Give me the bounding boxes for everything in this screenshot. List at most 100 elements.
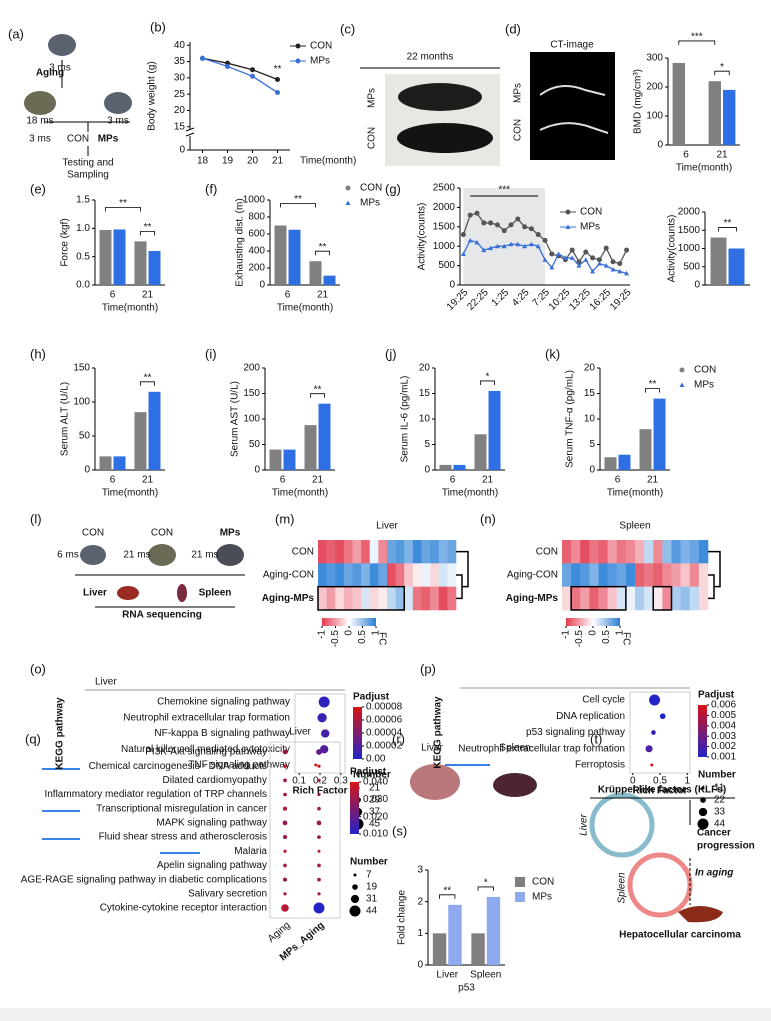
marker bbox=[569, 255, 575, 260]
heat-cell bbox=[689, 586, 700, 611]
y-tick-label: 0.0 bbox=[76, 280, 90, 291]
pathway-label: NF-kappa B signaling pathway bbox=[154, 728, 290, 739]
pathway-label: DNA replication bbox=[556, 711, 625, 722]
y-tick-label: 1 bbox=[417, 928, 423, 939]
heat-cell bbox=[698, 540, 709, 564]
y-tick-label: 300 bbox=[646, 53, 663, 64]
panel-label: (n) bbox=[480, 511, 496, 526]
pathway-label: MAPK signaling pathway bbox=[156, 818, 267, 829]
dot bbox=[317, 835, 321, 839]
dot bbox=[314, 763, 318, 767]
axis-break bbox=[185, 127, 195, 137]
y-tick-label: 0.5 bbox=[76, 251, 90, 262]
panel-label: (g) bbox=[385, 181, 401, 196]
x-tick-label: 18 bbox=[197, 156, 209, 167]
heat-cell bbox=[369, 563, 379, 587]
dot bbox=[313, 902, 325, 914]
x-tick-label: 0.3 bbox=[334, 776, 348, 787]
annotation: ** bbox=[144, 222, 152, 233]
heat-cell bbox=[562, 563, 572, 587]
y-tick-label: 1000 bbox=[243, 195, 266, 206]
y-tick-label: 2500 bbox=[433, 183, 456, 194]
marker bbox=[596, 261, 602, 266]
dot bbox=[283, 892, 287, 896]
heat-cell bbox=[662, 540, 672, 564]
legend-marker bbox=[565, 224, 571, 229]
significance-bracket bbox=[714, 70, 730, 76]
label: Sampling bbox=[67, 170, 109, 181]
y-tick-label: 200 bbox=[248, 263, 265, 274]
marker bbox=[528, 241, 534, 247]
heat-cell bbox=[447, 586, 457, 611]
y-tick-label: 1000 bbox=[433, 241, 456, 252]
panel-label: (a) bbox=[8, 26, 24, 41]
x-tick-label: 1:25 bbox=[490, 287, 512, 309]
heat-cell bbox=[378, 540, 388, 564]
legend-marker bbox=[515, 877, 525, 887]
marker bbox=[250, 67, 255, 73]
dot bbox=[321, 729, 330, 738]
bar bbox=[113, 229, 126, 285]
x-tick-label: 21 bbox=[142, 290, 154, 301]
chord-diagram bbox=[627, 852, 693, 918]
dot bbox=[649, 694, 661, 706]
heat-cell bbox=[404, 586, 414, 611]
legend-marker bbox=[345, 185, 351, 191]
colorbar-label: 1 bbox=[371, 630, 382, 636]
label: Spleen bbox=[617, 872, 628, 904]
heat-cell bbox=[412, 563, 422, 587]
marker bbox=[275, 90, 280, 96]
annotation: ** bbox=[319, 242, 327, 253]
dot bbox=[317, 764, 321, 768]
x-axis-label: Time(month) bbox=[102, 488, 158, 499]
size-legend-label: 33 bbox=[714, 807, 726, 818]
y-tick-label: 0 bbox=[179, 145, 185, 156]
bar bbox=[708, 81, 721, 145]
y-tick-label: 100 bbox=[646, 111, 663, 122]
y-axis-label: Activity(counts) bbox=[417, 203, 428, 271]
colorbar bbox=[322, 618, 376, 626]
y-tick-label: 25 bbox=[174, 89, 186, 100]
colorbar-label: 0.00006 bbox=[366, 715, 403, 726]
y-tick-label: 50 bbox=[249, 439, 261, 450]
bar bbox=[710, 237, 727, 285]
size-legend bbox=[352, 884, 358, 890]
heat-cell bbox=[343, 563, 353, 587]
row-label: CON bbox=[292, 546, 314, 557]
x-tick-label: 10:25 bbox=[547, 287, 573, 313]
bar bbox=[432, 933, 447, 965]
marker bbox=[603, 245, 609, 251]
size-legend-label: 45 bbox=[369, 819, 381, 830]
heat-cell bbox=[580, 563, 590, 587]
legend-marker bbox=[295, 58, 301, 64]
marker bbox=[501, 228, 507, 234]
x-tick-label: 6 bbox=[450, 475, 456, 486]
marker bbox=[569, 247, 575, 253]
size-legend-label: 29 bbox=[369, 795, 381, 806]
marker bbox=[610, 266, 616, 272]
significance-bracket bbox=[140, 230, 155, 236]
heat-cell bbox=[625, 586, 636, 611]
heat-cell bbox=[589, 563, 599, 587]
heat-cell bbox=[653, 540, 663, 564]
marker bbox=[250, 73, 255, 79]
annotation: *** bbox=[691, 32, 703, 43]
heat-cell bbox=[607, 563, 618, 587]
heat-cell bbox=[689, 563, 700, 587]
heat-cell bbox=[430, 540, 440, 564]
y-tick-label: 20 bbox=[584, 363, 596, 374]
bar bbox=[604, 457, 617, 470]
significance-bracket bbox=[105, 207, 141, 212]
panel-label: (k) bbox=[545, 346, 560, 361]
bar bbox=[134, 412, 147, 470]
row-label: Aging-MPs bbox=[262, 593, 315, 604]
panel-label: (l) bbox=[30, 511, 42, 526]
x-tick-label: 6 bbox=[615, 475, 621, 486]
dark-phase bbox=[463, 188, 545, 285]
heat-cell bbox=[571, 540, 581, 564]
x-tick-label: Liver bbox=[436, 970, 458, 981]
highlight-box bbox=[652, 585, 673, 611]
heat-cell bbox=[635, 586, 645, 611]
heat-cell bbox=[438, 563, 448, 587]
heat-cell bbox=[438, 586, 448, 611]
